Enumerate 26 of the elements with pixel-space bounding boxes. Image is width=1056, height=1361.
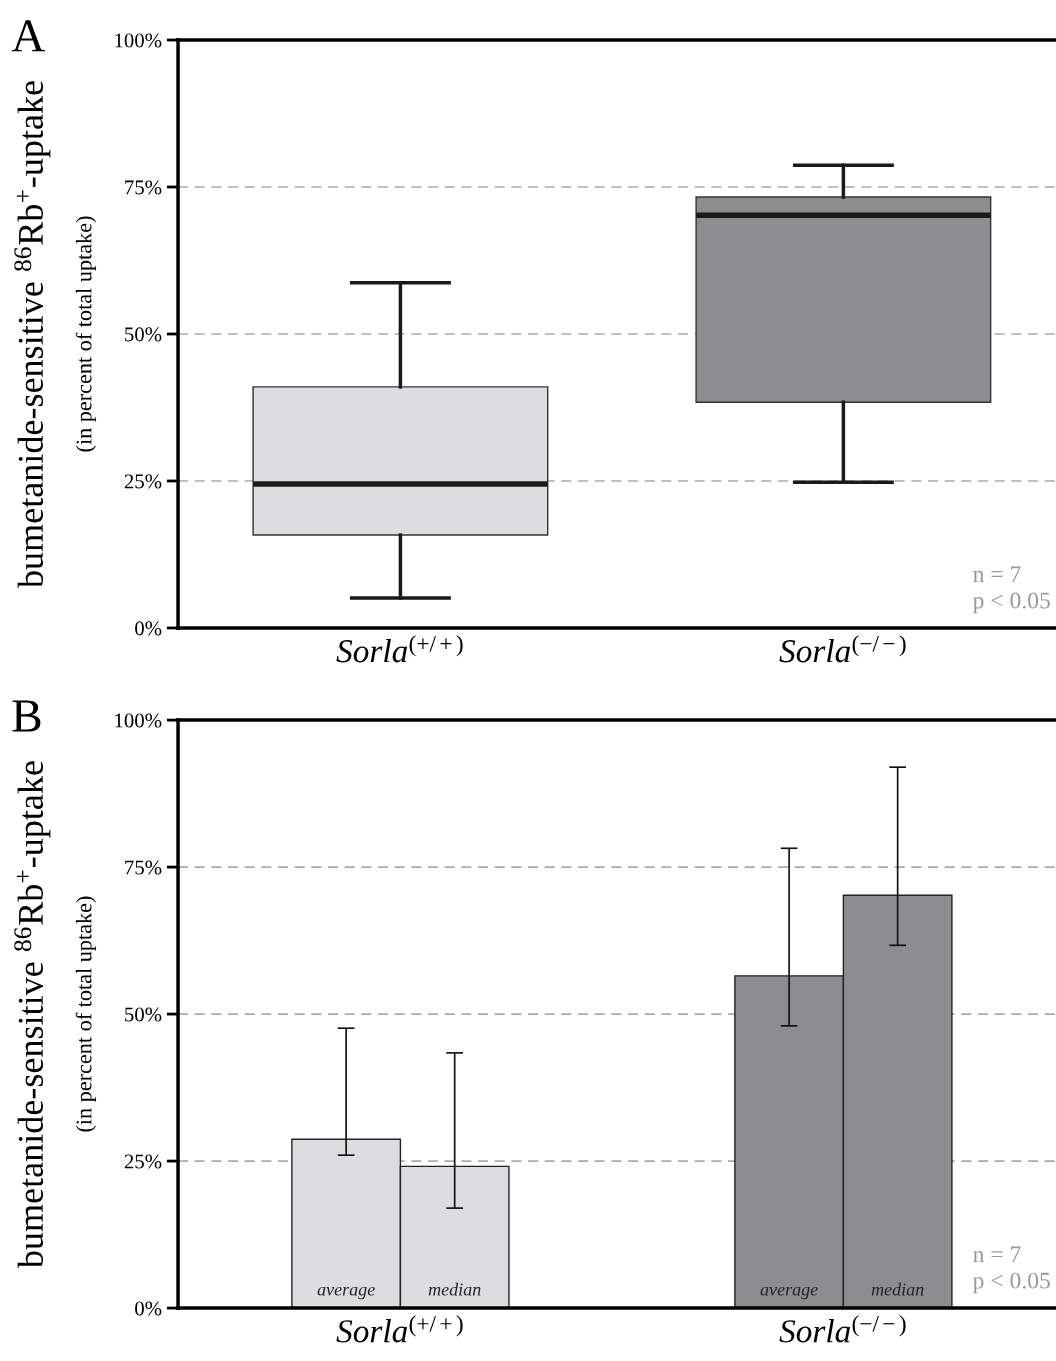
y-axis-title: bumetanide-sensitive $^{86}$Rb$^{+}$-uptake bbox=[14, 761, 51, 1269]
text: (in percent of total uptake) bbox=[75, 896, 97, 1132]
text: median bbox=[871, 1282, 924, 1296]
chart-title: B bbox=[12, 700, 41, 732]
x-tick-label: Sorla$^{(−/−)}$ bbox=[779, 635, 906, 663]
series-label: average bbox=[317, 1286, 375, 1300]
x-tick-label: Sorla$^{(+/+)}$ bbox=[336, 1315, 463, 1343]
y-tick-label: 100% bbox=[115, 713, 162, 728]
x-tick-label: Sorla$^{(−/−)}$ bbox=[779, 1315, 906, 1343]
y-tick-label: 0% bbox=[135, 1301, 162, 1316]
annotation: n = 7 p < 0.05 bbox=[972, 1246, 1050, 1294]
y-tick-label: 100% bbox=[115, 33, 162, 48]
series-label: median bbox=[428, 1282, 481, 1296]
y-tick-label: 50% bbox=[125, 1007, 162, 1022]
y-tick-label: 75% bbox=[125, 860, 162, 875]
text: (in percent of total uptake) bbox=[75, 216, 97, 452]
y-axis-title: bumetanide-sensitive $^{86}$Rb$^{+}$-uptake bbox=[14, 81, 51, 589]
y-tick-label: 25% bbox=[124, 474, 162, 489]
y-tick-label: 50% bbox=[125, 327, 162, 342]
y-tick-label: 25% bbox=[124, 1154, 162, 1169]
text: average bbox=[760, 1286, 818, 1300]
x-tick-label: Sorla$^{(+/+)}$ bbox=[336, 635, 463, 663]
y-tick-label: 75% bbox=[125, 180, 162, 195]
annotation: n = 7 p < 0.05 bbox=[972, 566, 1050, 614]
y-tick-label: 0% bbox=[135, 621, 162, 636]
chart-title: A bbox=[11, 20, 45, 52]
